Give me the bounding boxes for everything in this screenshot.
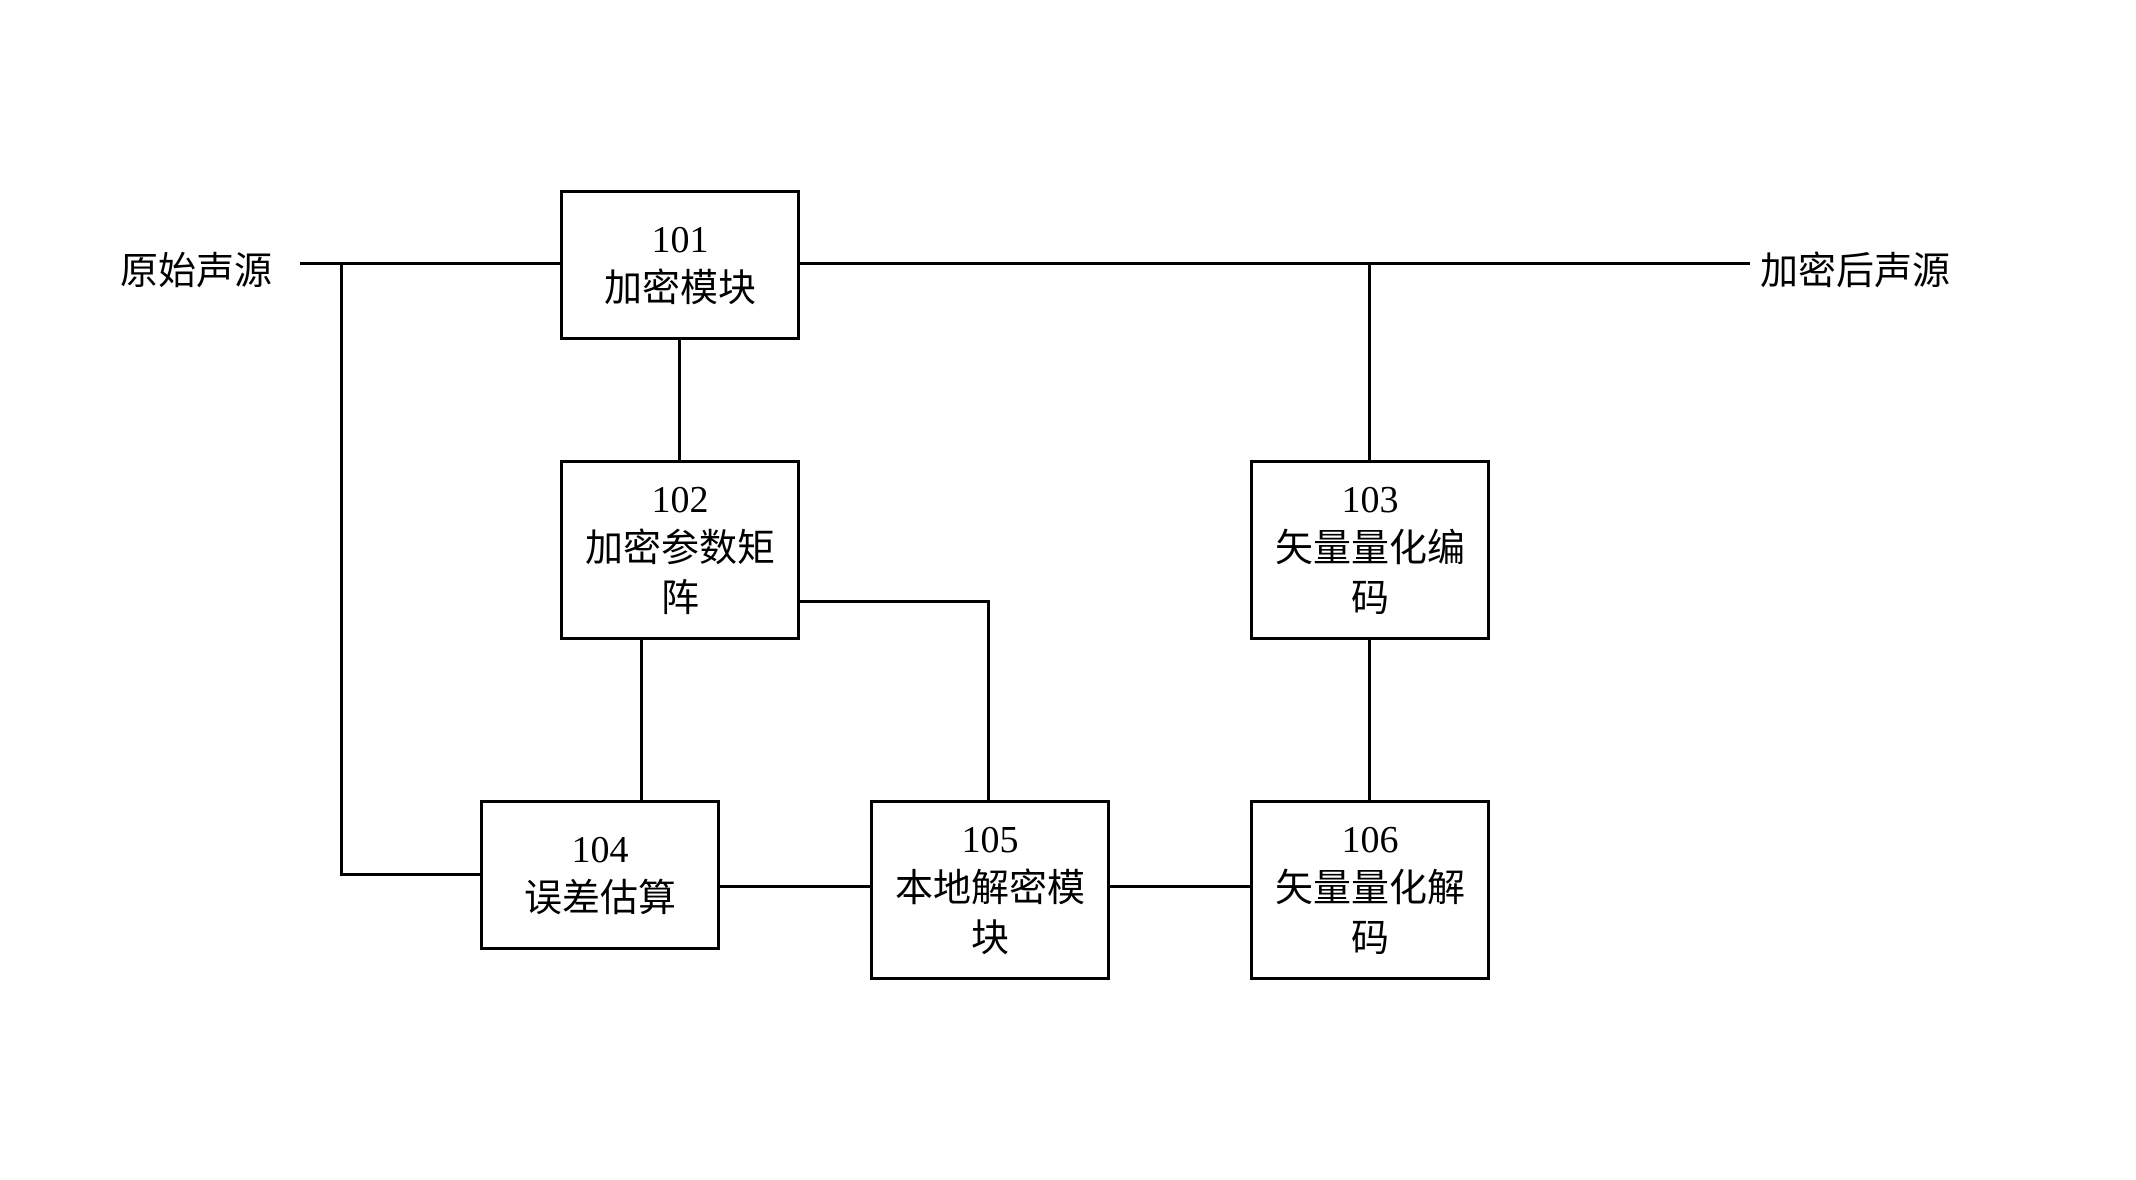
box-103-txt: 矢量量化编码 <box>1275 525 1465 624</box>
box-105-txt: 本地解密模块 <box>895 865 1085 964</box>
box-106-num: 106 <box>1342 816 1399 865</box>
line-102-104 <box>640 640 643 800</box>
line-102-105-h <box>800 600 990 603</box>
box-101-num: 101 <box>652 216 709 265</box>
box-103-vq-encode: 103 矢量量化编码 <box>1250 460 1490 640</box>
box-101-encrypt: 101 加密模块 <box>560 190 800 340</box>
box-101-txt: 加密模块 <box>604 265 756 314</box>
line-104-105 <box>720 885 870 888</box>
box-104-error-est: 104 误差估算 <box>480 800 720 950</box>
box-104-num: 104 <box>572 826 629 875</box>
line-102-105-v <box>987 600 990 800</box>
box-105-num: 105 <box>962 816 1019 865</box>
line-top-103 <box>1368 262 1371 460</box>
box-104-txt: 误差估算 <box>524 875 676 924</box>
line-101-102 <box>678 340 681 460</box>
line-103-106 <box>1368 640 1371 800</box>
line-input-104-v <box>340 262 343 875</box>
input-label: 原始声源 <box>120 240 272 295</box>
line-input-104-h <box>340 873 480 876</box>
line-105-106 <box>1110 885 1250 888</box>
output-label: 加密后声源 <box>1760 240 1950 295</box>
box-102-num: 102 <box>652 476 709 525</box>
box-106-vq-decode: 106 矢量量化解码 <box>1250 800 1490 980</box>
box-106-txt: 矢量量化解码 <box>1275 865 1465 964</box>
box-103-num: 103 <box>1342 476 1399 525</box>
box-102-param-matrix: 102 加密参数矩阵 <box>560 460 800 640</box>
line-101-to-output <box>800 262 1750 265</box>
line-input-to-101 <box>300 262 560 265</box>
box-102-txt: 加密参数矩阵 <box>585 525 775 624</box>
box-105-local-decrypt: 105 本地解密模块 <box>870 800 1110 980</box>
